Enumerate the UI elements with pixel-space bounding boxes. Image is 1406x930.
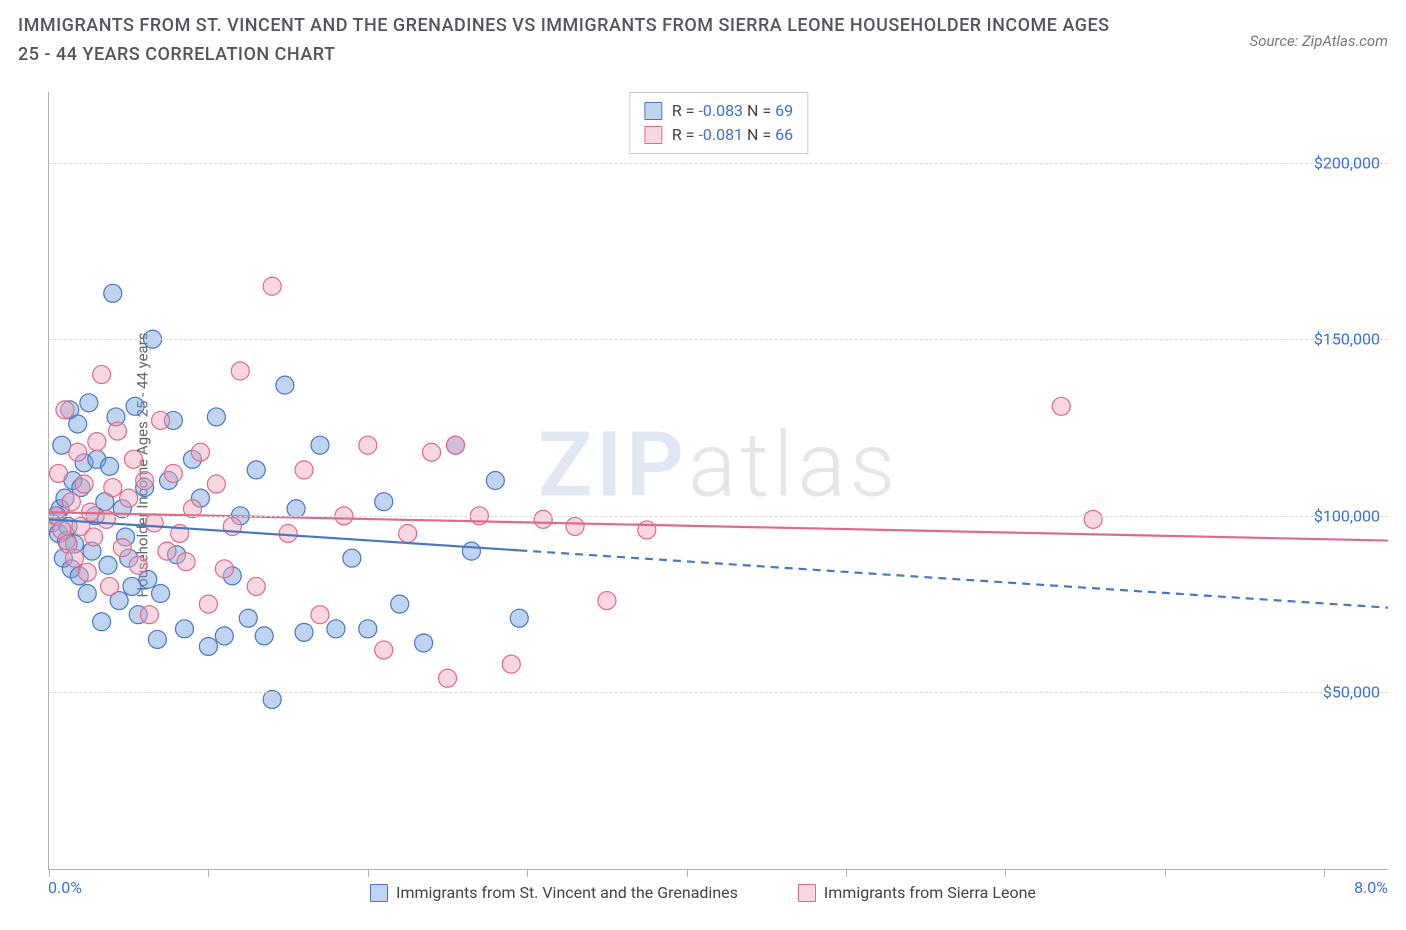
source-attribution: Source: ZipAtlas.com — [1250, 12, 1388, 50]
n-label-b: N = — [743, 125, 775, 144]
stats-row-series-b: R = -0.081 N = 66 — [644, 123, 793, 147]
y-tick-label: $200,000 — [1314, 153, 1380, 172]
y-tick-label: $50,000 — [1323, 683, 1380, 702]
n-label-a: N = — [743, 101, 775, 120]
chart-title: IMMIGRANTS FROM ST. VINCENT AND THE GREN… — [18, 12, 1118, 70]
swatch-series-b — [644, 126, 662, 144]
swatch-series-a — [644, 102, 662, 120]
y-tick-label: $150,000 — [1314, 330, 1380, 349]
correlation-stats-box: R = -0.083 N = 69 R = -0.081 N = 66 — [629, 92, 808, 154]
r-label-b: R = — [672, 125, 699, 144]
x-tick-label-min: 0.0% — [48, 878, 82, 897]
plot-area: ZIPatlas R = -0.083 N = 69 R = -0.081 N … — [48, 92, 1388, 870]
r-value-a: -0.083 — [698, 101, 743, 120]
y-tick-label: $100,000 — [1314, 506, 1380, 525]
r-label-a: R = — [672, 101, 699, 120]
x-tick-label-max: 8.0% — [1354, 878, 1388, 897]
stats-row-series-a: R = -0.083 N = 69 — [644, 99, 793, 123]
x-axis-labels: 0.0% 8.0% — [48, 878, 1388, 902]
scatter-svg — [49, 92, 1388, 869]
n-value-a: 69 — [775, 101, 793, 120]
n-value-b: 66 — [775, 125, 793, 144]
r-value-b: -0.081 — [698, 125, 743, 144]
